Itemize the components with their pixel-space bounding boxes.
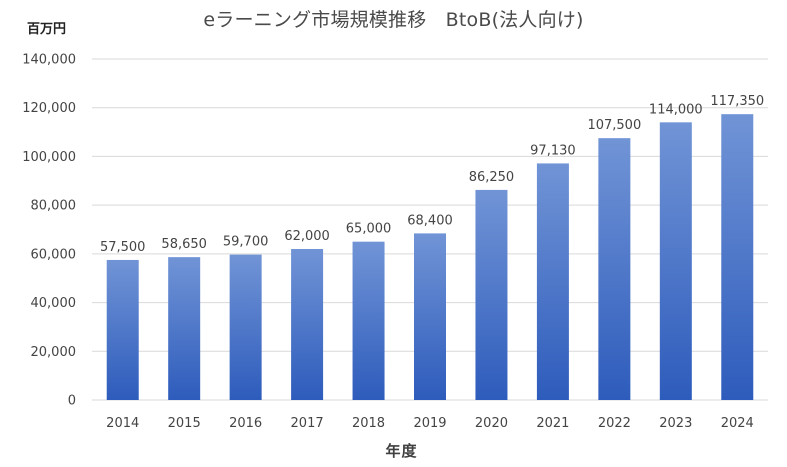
bars (106, 114, 754, 401)
x-tick-label-2022: 2022 (598, 416, 631, 431)
data-label-2014: 57,500 (100, 240, 146, 255)
bar-2022 (598, 138, 631, 401)
y-tick-label: 40,000 (31, 296, 77, 311)
data-label-2024: 117,350 (710, 94, 764, 109)
data-labels: 57,500 58,650 59,700 62,000 65,000 68,400 86,2… (100, 94, 764, 255)
bar-2017 (291, 248, 324, 400)
data-label-2021: 97,130 (530, 143, 576, 158)
y-tick-label: 120,000 (22, 101, 76, 116)
y-tick-label: 60,000 (31, 247, 77, 262)
data-label-2015: 58,650 (161, 237, 207, 252)
x-axis-title: 年度 (385, 442, 418, 460)
bar-2014 (106, 259, 139, 400)
x-tick-label-2015: 2015 (168, 416, 201, 431)
bar-2015 (168, 257, 201, 400)
x-tick-label-2018: 2018 (352, 416, 385, 431)
x-tick-label-2024: 2024 (721, 416, 754, 431)
data-label-2020: 86,250 (469, 170, 515, 185)
data-label-2022: 107,500 (587, 118, 641, 133)
y-tick-label: 100,000 (22, 150, 76, 165)
data-label-2023: 114,000 (649, 102, 703, 117)
bar-2016 (229, 254, 262, 400)
x-tick-label-2014: 2014 (106, 416, 139, 431)
x-axis-tick-labels: 2014 2015 2016 2017 2018 2019 2020 2021 2022 2023… (106, 416, 754, 431)
y-tick-label: 140,000 (22, 53, 76, 68)
y-tick-label: 80,000 (31, 199, 77, 214)
y-axis-tick-labels: 0 20,000 40,000 60,000 80,000 100,000 120,000 1… (22, 53, 76, 409)
x-tick-label-2017: 2017 (291, 416, 324, 431)
y-axis-unit-label: 百万円 (27, 22, 67, 37)
x-tick-label-2023: 2023 (659, 416, 692, 431)
bar-2021 (536, 163, 569, 400)
data-label-2016: 59,700 (223, 235, 269, 250)
x-tick-label-2019: 2019 (413, 416, 446, 431)
x-tick-label-2021: 2021 (536, 416, 569, 431)
bar-2018 (352, 241, 385, 400)
data-label-2018: 65,000 (346, 222, 392, 237)
x-tick-label-2020: 2020 (475, 416, 508, 431)
bar-2019 (414, 233, 446, 400)
x-tick-label-2016: 2016 (229, 416, 262, 431)
y-tick-label: 20,000 (31, 345, 77, 360)
bar-2024 (721, 114, 754, 400)
chart-title: eラーニング市場規模推移 BtoB(法人向け) (203, 9, 584, 31)
bar-2023 (659, 122, 692, 400)
data-label-2017: 62,000 (284, 229, 330, 244)
bar-2020 (475, 189, 508, 400)
y-tick-label: 0 (68, 394, 76, 409)
data-label-2019: 68,400 (407, 213, 453, 228)
